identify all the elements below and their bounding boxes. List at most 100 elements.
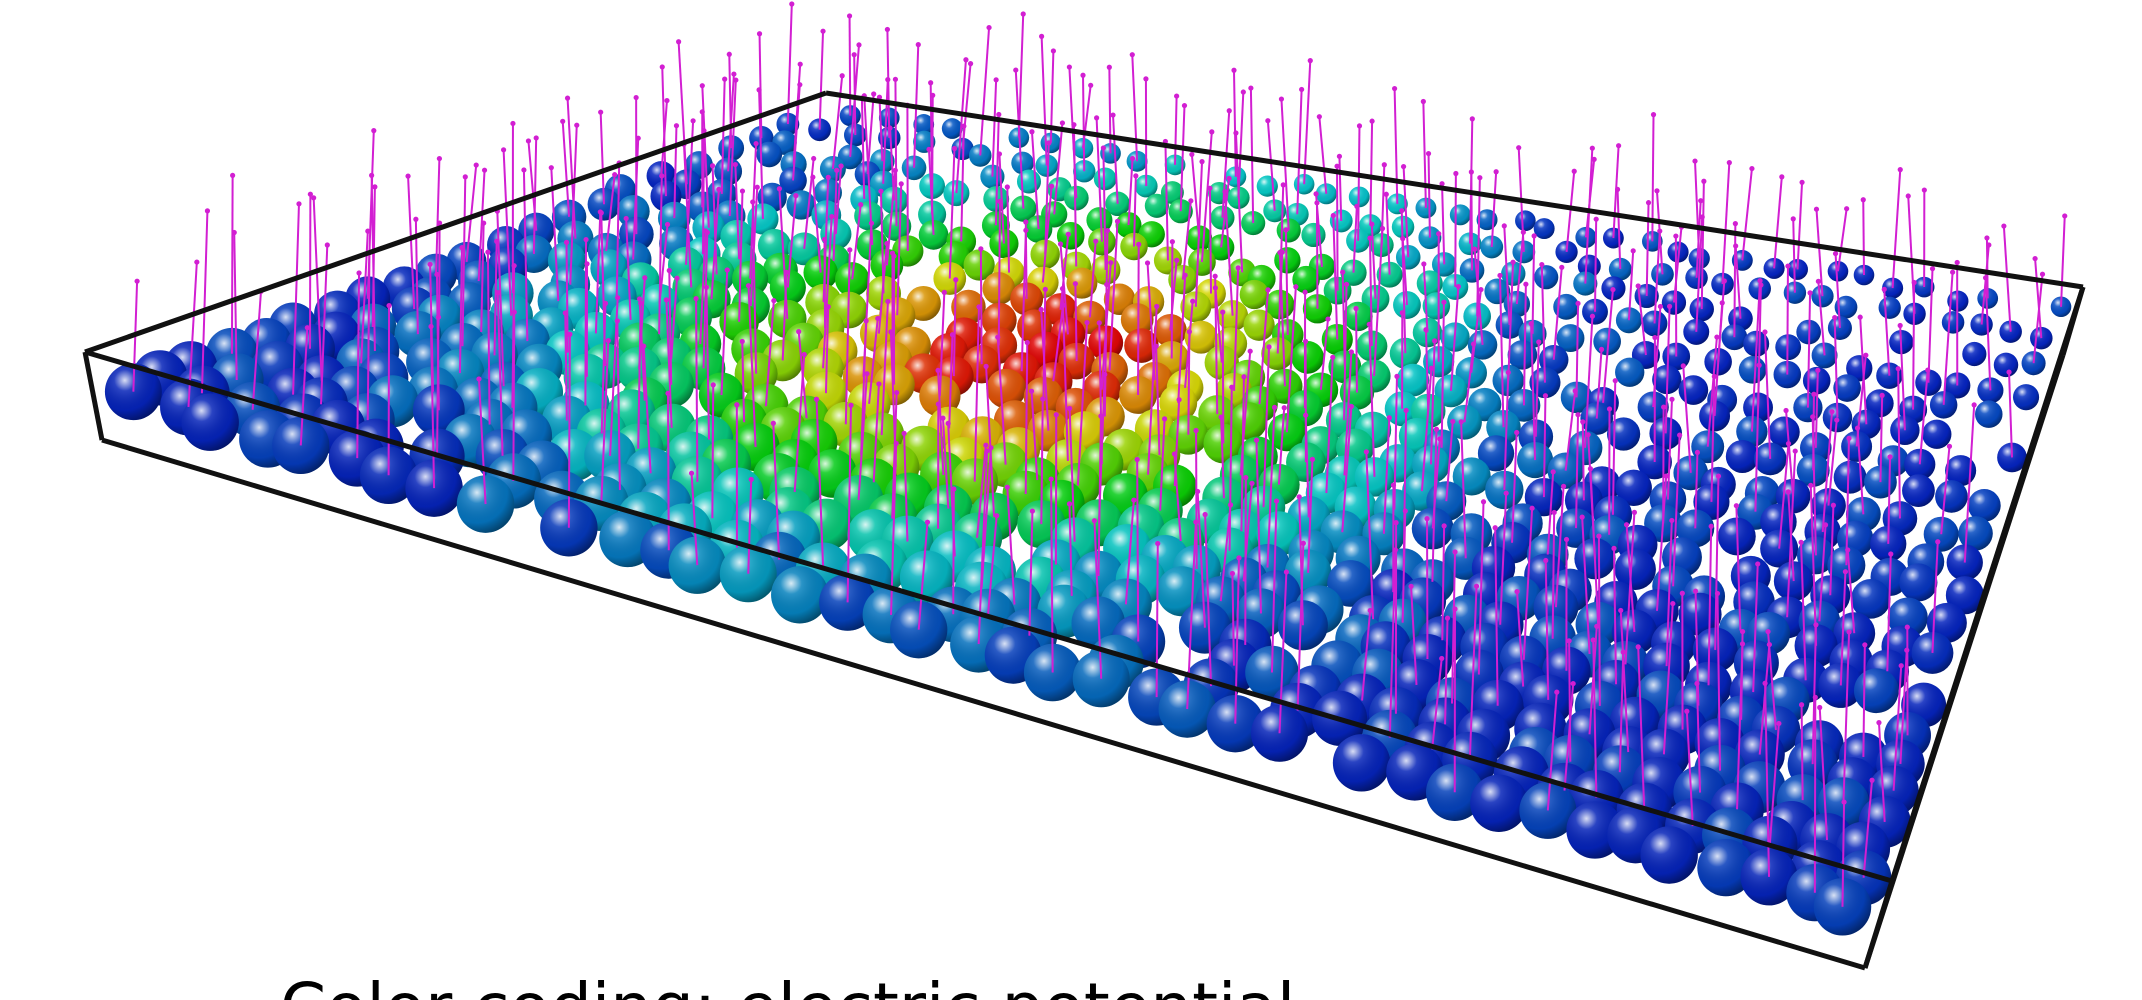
vector-head — [1233, 130, 1238, 135]
particle-shading — [942, 118, 963, 139]
vector-head — [1564, 537, 1569, 542]
vector-head — [1340, 270, 1345, 275]
vector-head — [1432, 338, 1437, 343]
vector-head — [1357, 123, 1362, 128]
vector-head — [869, 221, 874, 226]
vector-head — [1561, 484, 1566, 489]
vector-head — [1174, 258, 1179, 263]
vector-head — [1049, 476, 1054, 481]
vector — [1138, 244, 1139, 395]
vector-head — [1452, 549, 1457, 554]
vector-head — [1755, 561, 1760, 566]
vector-head — [1437, 436, 1442, 441]
vector — [1075, 284, 1076, 361]
vector — [992, 80, 996, 177]
vector-head — [1408, 584, 1413, 589]
vector-head — [810, 175, 815, 180]
vector-head — [1188, 198, 1193, 203]
vector-head — [826, 175, 831, 180]
vector — [820, 31, 823, 130]
vector-head — [930, 93, 935, 98]
vector-head — [740, 188, 745, 193]
vector-head — [814, 397, 819, 402]
vector-head — [1426, 151, 1431, 156]
vector-head — [1514, 430, 1519, 435]
vector-head — [1145, 260, 1150, 265]
vector-head — [1722, 278, 1727, 283]
vector-head — [1229, 385, 1234, 390]
vector-head — [1808, 483, 1813, 488]
vector-head — [1303, 339, 1308, 344]
particle-shading — [1515, 210, 1536, 231]
vector-head — [1876, 720, 1881, 725]
vector-head — [1846, 436, 1851, 441]
vector-head — [796, 329, 801, 334]
vector-head — [1896, 366, 1901, 371]
vector-head — [1799, 180, 1804, 185]
vector-head — [564, 240, 569, 245]
vector-head — [1094, 115, 1099, 120]
vector-head — [1984, 235, 1989, 240]
vector-head — [1899, 663, 1904, 668]
vector-head — [1067, 501, 1072, 506]
vector — [1192, 154, 1199, 238]
vector-head — [1610, 287, 1615, 292]
vector-head — [1445, 616, 1450, 621]
vector-head — [733, 77, 738, 82]
vector-head — [1051, 48, 1056, 53]
vector-head — [1005, 485, 1010, 490]
vector-head — [1394, 374, 1399, 379]
vector-head — [1832, 315, 1837, 320]
vector-head — [968, 61, 973, 66]
vector-head — [134, 279, 139, 284]
vector-head — [1810, 414, 1815, 419]
vector-head — [1403, 508, 1408, 513]
vector — [1175, 96, 1177, 165]
vector-head — [997, 151, 1002, 156]
vector-head — [1680, 591, 1685, 596]
vector-head — [1092, 518, 1097, 523]
vector — [569, 334, 570, 528]
vector-head — [1349, 404, 1354, 409]
vector-head — [1817, 705, 1822, 710]
vector-head — [1283, 227, 1288, 232]
vector-head — [946, 421, 951, 426]
vector-head — [725, 267, 730, 272]
vector-head — [1155, 541, 1160, 546]
vector-head — [1421, 261, 1426, 266]
vector-head — [1334, 164, 1339, 169]
vector-head — [603, 301, 608, 306]
vector — [980, 28, 989, 156]
particle-shading — [771, 566, 828, 623]
vector-head — [784, 270, 789, 275]
particle-shading — [1615, 358, 1644, 387]
vector-head — [1301, 541, 1306, 546]
vector-head — [1110, 112, 1115, 117]
vector — [1647, 203, 1649, 296]
vector-head — [1862, 642, 1867, 647]
vector-head — [1950, 270, 1955, 275]
vector-head — [1543, 393, 1548, 398]
vector-head — [1266, 344, 1271, 349]
vector-head — [1098, 414, 1103, 419]
vector-head — [1297, 494, 1302, 499]
vector-head — [1636, 644, 1641, 649]
vector-head — [1190, 299, 1195, 304]
vector-head — [1613, 378, 1618, 383]
vector-head — [733, 162, 738, 167]
vector-head — [1715, 591, 1720, 596]
vector-head — [1580, 515, 1585, 520]
vector-head — [1657, 228, 1662, 233]
vector-head — [356, 270, 361, 275]
vector — [232, 175, 233, 353]
vector-head — [1572, 169, 1577, 174]
vector-head — [746, 283, 751, 288]
vector-head — [1424, 516, 1429, 521]
vector-head — [615, 318, 620, 323]
vector-head — [986, 25, 991, 30]
vector-head — [1846, 629, 1851, 634]
vector-head — [565, 96, 570, 101]
vector — [2004, 226, 2011, 332]
vector-head — [1135, 457, 1140, 462]
vector-head — [1046, 140, 1051, 145]
